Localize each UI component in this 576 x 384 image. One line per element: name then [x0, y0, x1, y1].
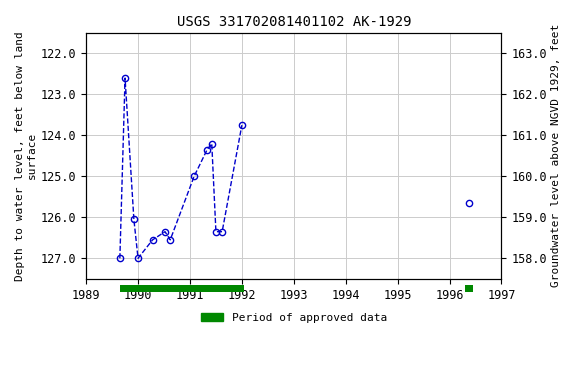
Bar [120, 285, 244, 292]
Title: USGS 331702081401102 AK-1929: USGS 331702081401102 AK-1929 [177, 15, 411, 29]
Legend: Period of approved data: Period of approved data [196, 308, 392, 327]
Y-axis label: Depth to water level, feet below land
surface: Depth to water level, feet below land su… [15, 31, 37, 281]
Bar [465, 285, 473, 292]
Y-axis label: Groundwater level above NGVD 1929, feet: Groundwater level above NGVD 1929, feet [551, 24, 561, 288]
